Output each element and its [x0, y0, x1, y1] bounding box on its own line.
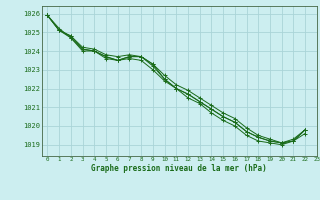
- X-axis label: Graphe pression niveau de la mer (hPa): Graphe pression niveau de la mer (hPa): [91, 164, 267, 173]
